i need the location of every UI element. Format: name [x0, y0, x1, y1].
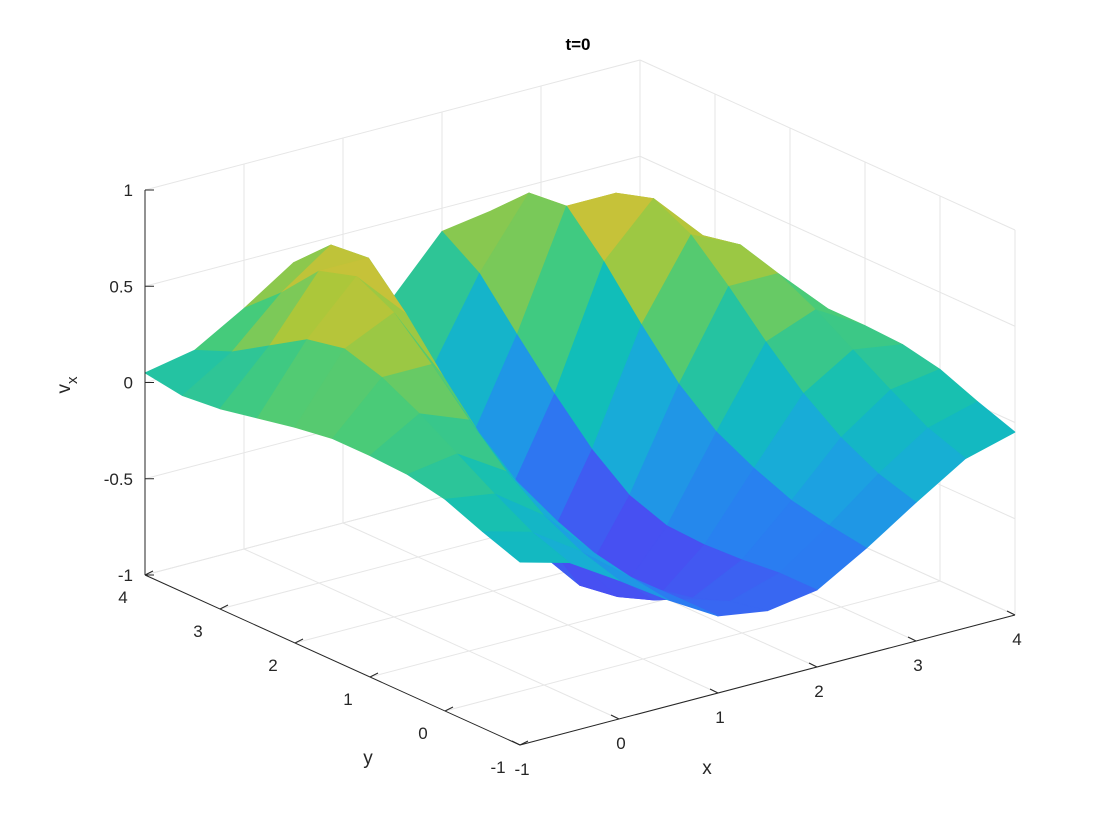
x-tick-mark	[610, 714, 620, 720]
side-wall-grid-z	[639, 155, 1016, 327]
tick-layer: -1 0 1 2 3 4 -1 0 1 2 3 4 -1 -0.5 0 0.5 1	[104, 181, 1022, 779]
surface-patch	[482, 531, 570, 563]
chart-title: t=0	[565, 35, 590, 54]
y-tick-mark	[294, 638, 304, 644]
y-tick-label: -1	[490, 758, 505, 777]
z-tick-label: 0	[124, 374, 133, 393]
x-tick-mark	[511, 740, 521, 746]
y-tick-mark	[519, 740, 529, 746]
x-axis-label: x	[702, 758, 712, 779]
z-tick-label: -1	[118, 566, 133, 585]
side-wall-grid-z	[639, 59, 1016, 231]
x-tick-label: 1	[715, 708, 724, 727]
z-axis-label-subscript: x	[64, 376, 81, 384]
y-tick-label: 2	[268, 656, 277, 675]
x-tick-mark	[808, 662, 818, 668]
z-tick-label: 0.5	[109, 277, 133, 296]
y-tick-mark	[369, 672, 379, 678]
z-axis-label-group: vx	[54, 376, 81, 394]
y-tick-label: 3	[193, 622, 202, 641]
floor-grid-x	[342, 522, 719, 694]
floor-grid-x	[243, 548, 620, 720]
y-tick-mark	[219, 604, 229, 610]
x-tick-mark	[907, 636, 917, 642]
x-tick-label: 4	[1012, 630, 1021, 649]
y-tick-label: 0	[418, 724, 427, 743]
y-tick-mark	[144, 570, 154, 576]
back-wall-grid-z	[144, 155, 641, 287]
x-tick-label: 2	[814, 682, 823, 701]
y-tick-label: 4	[118, 588, 127, 607]
surface-layer	[144, 192, 1016, 617]
z-axis-label: v	[54, 384, 75, 394]
x-tick-label: 0	[616, 734, 625, 753]
back-wall-grid-z	[144, 59, 641, 191]
z-tick-label: 1	[124, 181, 133, 200]
z-tick-label: -0.5	[104, 470, 133, 489]
y-tick-mark	[444, 706, 454, 712]
x-tick-label: -1	[514, 760, 529, 779]
x-tick-mark	[1006, 610, 1016, 616]
y-tick-label: 1	[343, 690, 352, 709]
x-tick-mark	[709, 688, 719, 694]
x-tick-label: 3	[913, 656, 922, 675]
svg-text:vx: vx	[54, 376, 81, 394]
y-axis-line	[144, 574, 521, 746]
x-axis-line	[519, 614, 1016, 746]
y-axis-label: y	[363, 748, 373, 769]
floor-grid-y	[444, 580, 941, 712]
